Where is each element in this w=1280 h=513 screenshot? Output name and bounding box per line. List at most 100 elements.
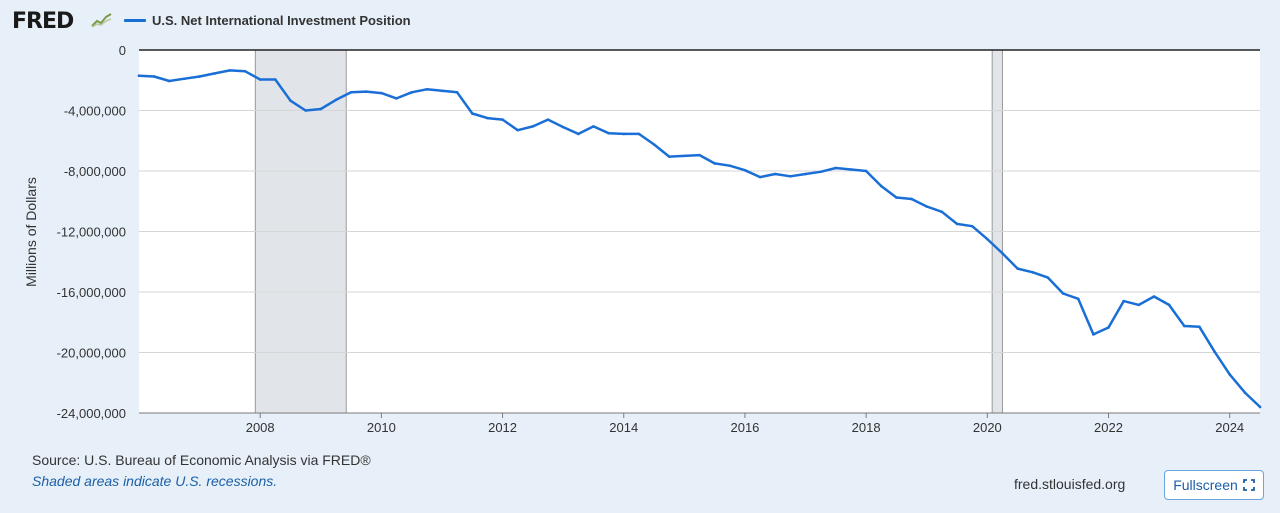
data-point[interactable] bbox=[470, 112, 474, 115]
data-point[interactable] bbox=[1031, 271, 1035, 274]
data-point[interactable] bbox=[986, 237, 989, 241]
data-point[interactable] bbox=[1016, 267, 1019, 270]
x-tick-label: 2008 bbox=[246, 420, 275, 435]
data-point[interactable] bbox=[380, 91, 383, 95]
data-point[interactable] bbox=[1152, 295, 1156, 298]
y-tick-label: -4,000,000 bbox=[64, 104, 126, 119]
x-tick-label: 2014 bbox=[609, 420, 638, 435]
data-point[interactable] bbox=[410, 91, 413, 94]
data-point[interactable] bbox=[1001, 252, 1004, 255]
data-point[interactable] bbox=[258, 78, 262, 81]
expand-corners-icon bbox=[1242, 479, 1255, 491]
x-tick-label: 2024 bbox=[1215, 420, 1244, 435]
data-point[interactable] bbox=[804, 172, 807, 176]
data-point[interactable] bbox=[834, 166, 838, 170]
data-point[interactable] bbox=[243, 69, 247, 73]
data-point[interactable] bbox=[334, 98, 338, 102]
data-point[interactable] bbox=[183, 77, 186, 81]
data-point[interactable] bbox=[364, 90, 368, 93]
data-point[interactable] bbox=[607, 131, 610, 135]
data-point[interactable] bbox=[1107, 326, 1110, 329]
legend-label: U.S. Net International Investment Positi… bbox=[152, 13, 411, 28]
series-layer bbox=[137, 69, 1262, 409]
data-point[interactable] bbox=[486, 116, 489, 120]
data-point[interactable] bbox=[743, 168, 747, 172]
data-point[interactable] bbox=[425, 88, 429, 91]
data-point[interactable] bbox=[440, 89, 444, 93]
chart-legend: U.S. Net International Investment Positi… bbox=[124, 13, 411, 28]
data-point[interactable] bbox=[1213, 350, 1216, 354]
data-point[interactable] bbox=[789, 174, 792, 178]
site-url[interactable]: fred.stlouisfed.org bbox=[1014, 476, 1126, 492]
data-point[interactable] bbox=[167, 79, 171, 83]
data-point[interactable] bbox=[667, 155, 671, 158]
data-point[interactable] bbox=[1182, 324, 1186, 328]
y-tick-label: -24,000,000 bbox=[57, 406, 126, 421]
fullscreen-button[interactable]: Fullscreen bbox=[1164, 470, 1264, 500]
data-point[interactable] bbox=[895, 196, 898, 199]
data-point[interactable] bbox=[637, 132, 641, 136]
data-point[interactable] bbox=[683, 154, 686, 158]
data-point[interactable] bbox=[137, 74, 141, 78]
data-point[interactable] bbox=[592, 125, 595, 128]
fullscreen-label: Fullscreen bbox=[1173, 477, 1238, 493]
data-point[interactable] bbox=[1046, 276, 1050, 279]
data-point[interactable] bbox=[864, 169, 868, 173]
y-tick-label: -8,000,000 bbox=[64, 164, 126, 179]
data-point[interactable] bbox=[213, 72, 217, 75]
data-point[interactable] bbox=[713, 162, 716, 165]
data-point[interactable] bbox=[940, 210, 944, 214]
data-point[interactable] bbox=[773, 172, 777, 176]
data-point[interactable] bbox=[304, 109, 307, 112]
data-point[interactable] bbox=[1167, 303, 1171, 307]
y-tick-label: -12,000,000 bbox=[57, 225, 126, 240]
data-point[interactable] bbox=[879, 184, 883, 188]
data-point[interactable] bbox=[198, 75, 201, 78]
data-point[interactable] bbox=[622, 132, 626, 136]
data-point[interactable] bbox=[228, 69, 232, 72]
data-point[interactable] bbox=[819, 170, 822, 174]
data-point[interactable] bbox=[152, 75, 156, 78]
data-point[interactable] bbox=[1228, 373, 1232, 376]
data-point[interactable] bbox=[501, 118, 504, 121]
data-point[interactable] bbox=[1061, 292, 1065, 295]
data-point[interactable] bbox=[531, 125, 535, 128]
data-point[interactable] bbox=[1137, 303, 1141, 307]
data-point[interactable] bbox=[561, 125, 565, 129]
fred-logo[interactable]: FRED bbox=[12, 9, 74, 34]
x-tick-label: 2018 bbox=[852, 420, 881, 435]
source-note: Source: U.S. Bureau of Economic Analysis… bbox=[32, 452, 371, 468]
data-point[interactable] bbox=[455, 91, 459, 94]
data-point[interactable] bbox=[395, 97, 398, 100]
data-point[interactable] bbox=[849, 168, 853, 171]
data-point[interactable] bbox=[1076, 297, 1080, 301]
data-point[interactable] bbox=[955, 222, 959, 226]
data-point[interactable] bbox=[349, 91, 353, 94]
y-tick-label: 0 bbox=[119, 43, 126, 58]
data-point[interactable] bbox=[319, 107, 323, 111]
data-point[interactable] bbox=[970, 224, 974, 228]
data-point[interactable] bbox=[728, 164, 732, 168]
legend-swatch bbox=[124, 19, 146, 22]
line-chart: 0 -4,000,000 -8,000,000 -12,000,000 -16,000,… bbox=[23, 43, 1262, 435]
trend-graph-icon bbox=[91, 13, 112, 28]
data-point[interactable] bbox=[516, 128, 520, 132]
data-point[interactable] bbox=[758, 175, 762, 179]
data-point[interactable] bbox=[1092, 333, 1095, 336]
data-point[interactable] bbox=[910, 197, 913, 201]
data-point[interactable] bbox=[1122, 299, 1125, 303]
x-axis: 2008 2010 2012 2014 2016 2018 2020 2022 2024 bbox=[139, 412, 1260, 435]
data-point[interactable] bbox=[546, 118, 550, 121]
data-point[interactable] bbox=[925, 205, 929, 208]
y-axis-label: Millions of Dollars bbox=[23, 177, 39, 287]
data-point[interactable] bbox=[698, 153, 701, 157]
data-point[interactable] bbox=[274, 78, 277, 81]
y-axis: 0 -4,000,000 -8,000,000 -12,000,000 -16,000,… bbox=[57, 43, 126, 421]
data-point[interactable] bbox=[1258, 405, 1262, 409]
data-point[interactable] bbox=[577, 132, 580, 136]
data-point[interactable] bbox=[1243, 391, 1247, 394]
y-tick-label: -16,000,000 bbox=[57, 285, 126, 300]
data-point[interactable] bbox=[289, 99, 292, 102]
data-point[interactable] bbox=[1198, 325, 1201, 329]
data-point[interactable] bbox=[652, 143, 656, 146]
